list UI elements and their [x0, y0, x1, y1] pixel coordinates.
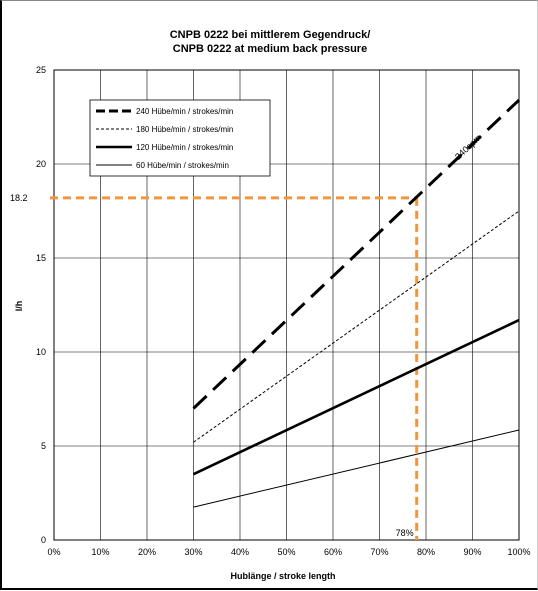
- x-tick-label: 70%: [370, 547, 388, 557]
- tick-labels: 0% 10% 20% 30% 40% 50% 60% 70% 80% 90% 100% 0 5 10 15 2…: [36, 65, 531, 557]
- legend-box: [89, 99, 271, 177]
- x-tick-label: 10%: [91, 547, 109, 557]
- grid: [53, 69, 520, 541]
- chart-title: CNPB 0222 bei mittlerem Gegendruck/: [170, 29, 371, 41]
- x-axis-label: Hublänge / stroke length: [230, 571, 335, 581]
- x-tick-label: 90%: [463, 547, 481, 557]
- legend-label-1: 180 Hübe/min / strokes/min: [136, 125, 233, 134]
- y-tick-label: 10: [36, 347, 46, 357]
- legend-label-2: 120 Hübe/min / strokes/min: [136, 143, 233, 152]
- y-tick-label: 20: [36, 159, 46, 169]
- series-line-2: [192, 318, 520, 476]
- legend: 240 Hübe/min / strokes/min 180 Hübe/min /…: [89, 99, 271, 177]
- series-line-1: [193, 210, 520, 443]
- x-tick-label: 80%: [417, 547, 435, 557]
- y-tick-label: 5: [41, 441, 46, 451]
- x-tick-label: 0%: [47, 547, 60, 557]
- y-reference-label: 18.2: [10, 193, 28, 203]
- reference-lines: 18.2 78%: [10, 193, 419, 540]
- x-reference-label: 78%: [396, 528, 414, 538]
- y-tick-label: 0: [41, 535, 46, 545]
- y-tick-label: 15: [36, 253, 46, 263]
- legend-label-0: 240 Hübe/min / strokes/min: [136, 107, 233, 116]
- x-tick-label: 100%: [507, 547, 530, 557]
- x-tick-label: 50%: [277, 547, 295, 557]
- legend-label-3: 60 Hübe/min / strokes/min: [136, 161, 229, 170]
- plot-border: [53, 69, 520, 541]
- x-tick-label: 20%: [138, 547, 156, 557]
- x-tick-label: 60%: [324, 547, 342, 557]
- series-line-3: [193, 429, 520, 508]
- y-tick-label: 25: [36, 65, 46, 75]
- x-tick-label: 30%: [184, 547, 202, 557]
- chart-subtitle: CNPB 0222 at medium back pressure: [173, 43, 367, 55]
- y-axis-label: l/h: [14, 301, 24, 312]
- x-tick-label: 40%: [231, 547, 249, 557]
- series-line-0: [192, 98, 521, 410]
- line-annotation-240spm: 240spm: [453, 132, 483, 161]
